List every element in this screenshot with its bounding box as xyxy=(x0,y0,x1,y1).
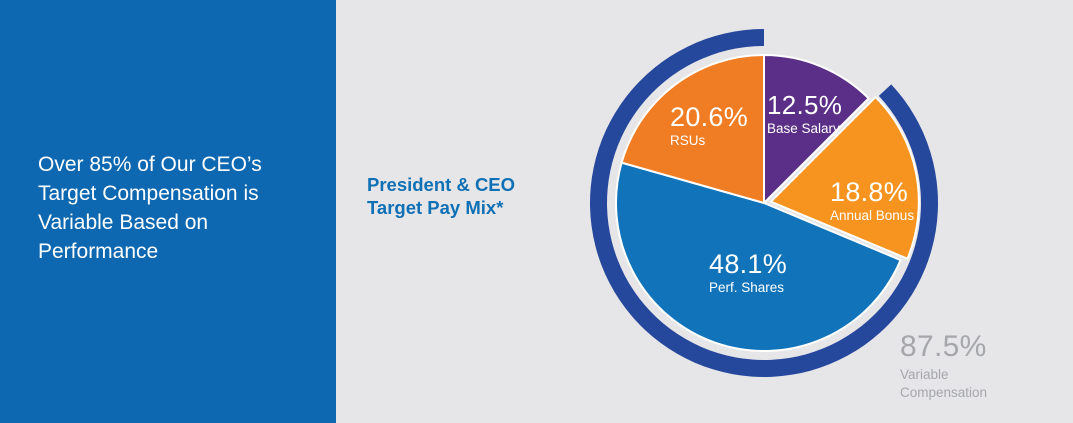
label-perf-shares: 48.1% Perf. Shares xyxy=(709,250,787,297)
pie-slice-base-salary xyxy=(763,54,870,204)
label-annual-bonus: 18.8% Annual Bonus xyxy=(830,178,914,225)
label-rsus: 20.6% RSUs xyxy=(670,103,748,150)
base-salary-percent: 12.5% xyxy=(767,90,843,120)
headline-text: Over 85% of Our CEO’s Target Compensatio… xyxy=(38,153,262,263)
variable-compensation-percent: 87.5% xyxy=(900,330,987,363)
label-base-salary: 12.5% Base Salary xyxy=(767,90,843,137)
annual-bonus-name: Annual Bonus xyxy=(830,208,915,224)
left-panel: Over 85% of Our CEO’s Target Compensatio… xyxy=(0,0,336,423)
label-variable-compensation: 87.5% Variable Compensation xyxy=(900,331,1000,402)
variable-compensation-name: Variable Compensation xyxy=(900,366,988,400)
chart-title-line1: President & CEO xyxy=(367,174,516,195)
rsus-percent: 20.6% xyxy=(670,102,749,132)
chart-title-line2: Target Pay Mix* xyxy=(367,197,504,218)
pie-slice-perf-shares xyxy=(615,161,902,352)
perf-shares-name: Perf. Shares xyxy=(709,280,785,296)
pie-slice-rsus xyxy=(620,54,765,204)
perf-shares-percent: 48.1% xyxy=(709,249,788,279)
rsus-name: RSUs xyxy=(670,133,706,149)
chart-title: President & CEO Target Pay Mix* xyxy=(367,173,515,219)
base-salary-name: Base Salary xyxy=(767,121,840,137)
annual-bonus-percent: 18.8% xyxy=(830,177,909,207)
pie-slice-annual-bonus xyxy=(769,95,920,260)
